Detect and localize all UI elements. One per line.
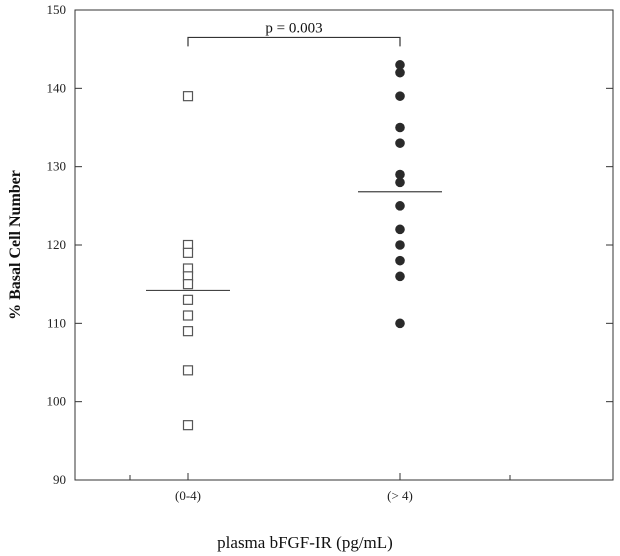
data-point-open-square bbox=[182, 294, 194, 305]
y-tick-label: 120 bbox=[47, 237, 67, 252]
data-point-filled-circle bbox=[395, 67, 405, 78]
data-point-filled-circle bbox=[395, 169, 405, 180]
y-tick-label: 100 bbox=[47, 394, 67, 409]
data-point-open-square bbox=[182, 420, 194, 431]
data-point-filled-circle bbox=[395, 240, 405, 250]
data-point-filled-circle bbox=[395, 201, 405, 211]
y-axis: 90 100 110 120 130 140 150 bbox=[47, 2, 613, 487]
data-point-filled-circle bbox=[395, 177, 405, 188]
p-value-label: p = 0.003 bbox=[265, 20, 322, 36]
x-tick-label: (> 4) bbox=[387, 488, 413, 503]
significance-bracket: p = 0.003 bbox=[187, 20, 401, 47]
data-point-filled-circle bbox=[395, 255, 405, 266]
data-point-filled-circle bbox=[395, 318, 405, 329]
data-point-open-square bbox=[182, 326, 194, 337]
data-point-filled-circle bbox=[395, 224, 405, 235]
data-point-filled-circle bbox=[395, 60, 405, 70]
data-point-open-square bbox=[182, 365, 194, 376]
data-point-open-square bbox=[182, 91, 194, 102]
data-point-filled-circle bbox=[395, 271, 405, 282]
x-axis: (0-4) (> 4) bbox=[129, 473, 511, 503]
x-tick-label: (0-4) bbox=[175, 488, 201, 503]
data-points bbox=[182, 60, 405, 431]
y-tick-label: 140 bbox=[47, 80, 67, 95]
data-point-open-square bbox=[182, 310, 194, 321]
data-point-filled-circle bbox=[395, 122, 405, 133]
data-point-open-square bbox=[182, 247, 194, 258]
mean-lines bbox=[146, 191, 442, 292]
plot-frame bbox=[74, 9, 614, 481]
data-point-filled-circle bbox=[395, 138, 405, 148]
y-tick-label: 90 bbox=[53, 472, 66, 487]
bracket-line bbox=[187, 36, 401, 47]
y-tick-label: 110 bbox=[47, 315, 66, 330]
data-point-open-square bbox=[182, 279, 194, 290]
data-point-filled-circle bbox=[395, 91, 405, 101]
y-tick-label: 150 bbox=[47, 2, 67, 17]
x-axis-title: plasma bFGF-IR (pg/mL) bbox=[217, 533, 393, 552]
y-axis-title: % Basal Cell Number bbox=[7, 170, 24, 320]
y-tick-label: 130 bbox=[47, 159, 67, 174]
